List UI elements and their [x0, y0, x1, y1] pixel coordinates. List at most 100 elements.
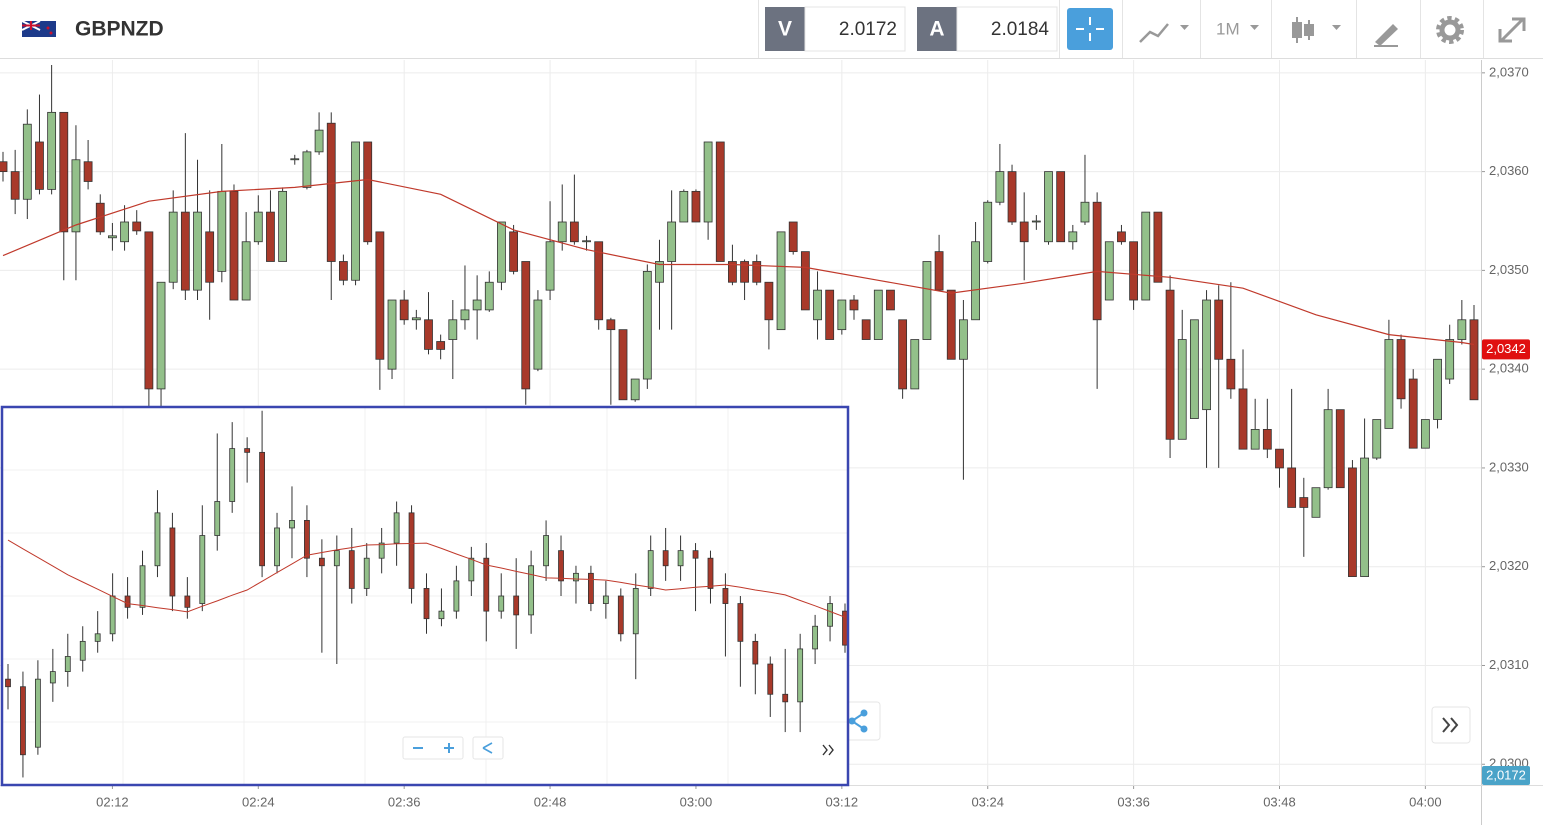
scroll-end-icon[interactable]	[1442, 717, 1459, 733]
candle-body	[573, 572, 579, 582]
candle-body	[1372, 419, 1382, 459]
candle-body	[886, 289, 895, 311]
sell-price-box[interactable]	[804, 6, 906, 52]
sell-button[interactable]	[765, 7, 805, 51]
candle-body	[1299, 497, 1309, 508]
candle-body	[1153, 211, 1163, 283]
inset-scroll-end[interactable]	[822, 744, 834, 756]
candle-body	[983, 201, 993, 262]
candle-body	[244, 448, 251, 453]
share-dot[interactable]	[860, 709, 868, 717]
buy-label[interactable]: A	[929, 18, 944, 41]
candle-body	[545, 241, 555, 291]
inset-zoom-controls[interactable]	[402, 736, 504, 760]
candle-body	[764, 281, 774, 321]
candle-body	[22, 123, 32, 200]
candle-body	[229, 190, 239, 301]
candle-body	[460, 309, 470, 321]
buy-price-box[interactable]	[956, 6, 1058, 52]
candle-body	[326, 122, 336, 262]
x-tick-label: 04:00	[1409, 794, 1442, 809]
candle-body	[318, 557, 325, 567]
candle-body	[217, 190, 227, 272]
candle-body	[205, 231, 215, 283]
main-chart: 2,03002,03102,03202,03302,03402,03502,03…	[0, 60, 1543, 825]
crosshair-button[interactable]	[1067, 8, 1113, 50]
candle-body	[767, 663, 774, 695]
candle-body	[1433, 358, 1442, 420]
scroll-end-button[interactable]	[1431, 706, 1471, 744]
candle-body	[393, 512, 400, 544]
candle-body	[1469, 319, 1479, 401]
candle-body	[338, 261, 348, 281]
settings-button[interactable]	[1436, 16, 1464, 44]
candle-body	[1262, 429, 1272, 450]
candle-body	[1396, 339, 1406, 400]
candle-body	[144, 231, 154, 390]
candle-body	[34, 678, 41, 748]
candle-body	[132, 221, 142, 232]
candle-body	[1117, 231, 1126, 243]
candle-body	[424, 319, 433, 350]
buy-price[interactable]: 2.0184	[991, 19, 1050, 40]
candle-body	[740, 261, 749, 283]
candle-body	[630, 378, 640, 401]
candle-body	[782, 693, 789, 703]
zoom-controls-bg[interactable]	[402, 736, 464, 760]
candle-body	[602, 595, 609, 604]
buy-button[interactable]	[917, 7, 957, 51]
candle-body	[438, 610, 445, 620]
candle-body	[290, 158, 300, 161]
share-dot[interactable]	[860, 725, 868, 733]
candle-body	[120, 221, 129, 243]
candle-body	[266, 211, 275, 262]
candle-type-button[interactable]	[1292, 17, 1341, 43]
candle-body	[1457, 319, 1467, 340]
candle-body	[411, 317, 421, 321]
candle-body	[259, 451, 265, 567]
expand-button[interactable]	[1498, 17, 1526, 43]
sell-price[interactable]: 2.0172	[839, 19, 897, 40]
toolbar: GBPNZD V 2.0172 A 2.0184 1M	[0, 0, 1543, 59]
candle-body	[691, 190, 701, 223]
sell-label[interactable]: V	[778, 18, 792, 41]
candle-body	[703, 141, 713, 223]
candle-body	[304, 520, 310, 559]
timeframe[interactable]: 1M	[1216, 19, 1240, 38]
x-tick-label: 02:36	[388, 794, 421, 809]
candle-body	[399, 299, 409, 321]
candle-body	[453, 580, 460, 612]
candle-body	[448, 319, 458, 340]
inset-share-icon[interactable]	[482, 742, 493, 754]
zoom-in[interactable]	[444, 743, 454, 753]
candle-body	[168, 211, 178, 283]
timeframe-caret[interactable]	[1250, 25, 1259, 30]
candle-body	[837, 299, 847, 331]
candle-body	[606, 319, 616, 331]
candle-body	[94, 633, 101, 642]
candle-body	[667, 221, 677, 262]
crosshair-icon	[1076, 17, 1104, 41]
share-dot[interactable]	[848, 717, 856, 725]
candle-body	[849, 299, 859, 311]
candle-body	[1141, 211, 1151, 301]
candle-body	[1165, 289, 1175, 440]
candle-body	[509, 231, 518, 272]
candle-body	[49, 671, 56, 684]
candle-body	[679, 190, 689, 223]
x-tick-label: 03:36	[1117, 794, 1150, 809]
candle-body	[543, 535, 549, 567]
last-price-label: 2,0342	[1486, 341, 1526, 356]
drawing-button[interactable]	[1374, 24, 1398, 47]
candle-body	[946, 289, 956, 360]
candle-body	[184, 595, 191, 608]
candle-body	[483, 557, 490, 612]
candle-body	[588, 572, 594, 604]
candle-body	[1335, 409, 1345, 489]
scroll-end-bg[interactable]	[1431, 706, 1471, 744]
last-price-tag	[1482, 339, 1530, 360]
inset-share-bg[interactable]	[472, 736, 504, 760]
candle-body	[229, 448, 236, 502]
chart-type-button[interactable]	[1139, 23, 1189, 43]
